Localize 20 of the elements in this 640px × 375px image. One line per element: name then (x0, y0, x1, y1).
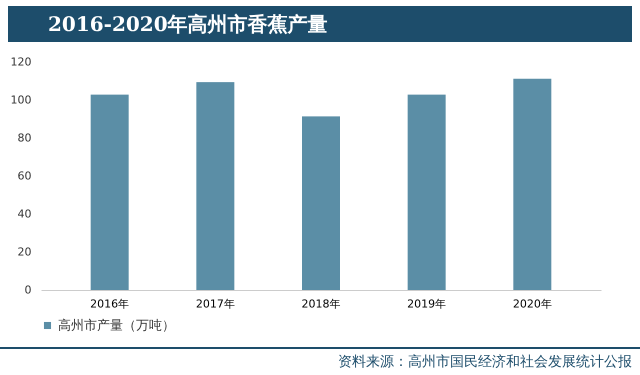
x-tick-label: 2016年 (90, 298, 130, 310)
x-tick-label: 2017年 (196, 298, 235, 310)
x-tick-label: 2020年 (512, 298, 552, 310)
bar (196, 82, 234, 290)
x-tick-label: 2018年 (302, 298, 340, 310)
y-tick-label: 80 (18, 132, 32, 144)
x-tick-label: 2019年 (407, 298, 446, 310)
legend-label: 高州市产量（万吨） (58, 318, 175, 334)
y-tick-label: 20 (18, 246, 32, 258)
y-tick-label: 40 (18, 208, 32, 220)
y-tick-label: 0 (24, 284, 32, 296)
bar (302, 116, 340, 290)
bar (513, 78, 552, 290)
y-tick-label: 120 (10, 56, 32, 68)
bar (408, 94, 446, 290)
y-tick-label: 60 (18, 170, 32, 182)
bar (90, 94, 129, 290)
y-tick-label: 100 (10, 94, 32, 106)
chart-title: 2016-2020年高州市香蕉产量 (8, 6, 632, 42)
text: 资料来源：高州市国民经济和社会发展统计公报 (338, 353, 632, 371)
